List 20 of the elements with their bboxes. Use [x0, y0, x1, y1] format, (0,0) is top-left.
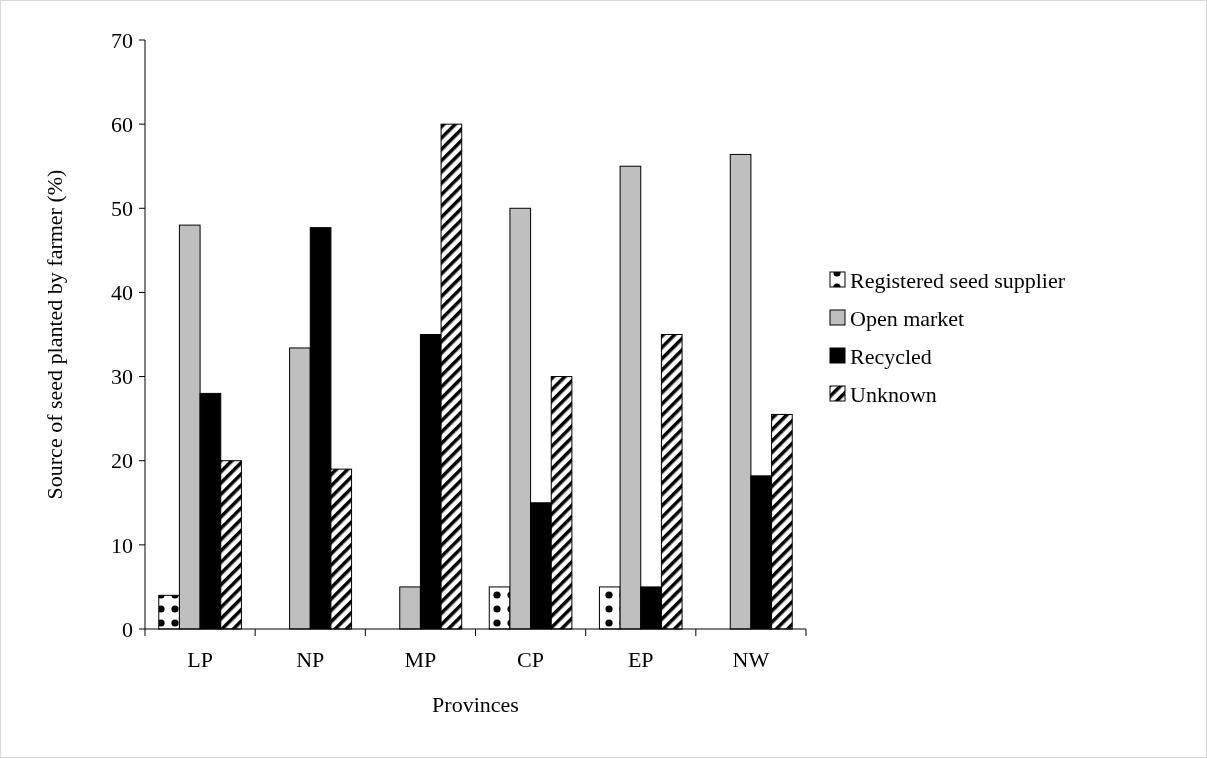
- y-tick-label: 0: [122, 616, 133, 642]
- x-tick-label: MP: [404, 647, 437, 672]
- legend-label: Unknown: [850, 381, 937, 407]
- y-tick-label: 50: [111, 195, 133, 221]
- x-tick-label: LP: [187, 647, 213, 672]
- legend-label: Registered seed supplier: [850, 267, 1066, 293]
- y-tick-label: 70: [111, 27, 133, 53]
- y-tick-label: 20: [111, 448, 133, 474]
- y-axis-title: Source of seed planted by farmer (%): [42, 169, 67, 500]
- y-tick-label: 10: [111, 532, 133, 558]
- y-tick-label: 40: [111, 280, 133, 306]
- x-axis-title: Provinces: [432, 692, 519, 717]
- x-tick-label: CP: [517, 647, 545, 672]
- legend-label: Open market: [850, 305, 965, 331]
- legend-label: Recycled: [850, 343, 932, 369]
- y-tick-label: 30: [111, 364, 133, 390]
- x-tick-label: EP: [627, 647, 654, 672]
- x-tick-label: NW: [732, 647, 770, 672]
- x-tick-label: NP: [296, 647, 325, 672]
- y-tick-label: 60: [111, 111, 133, 137]
